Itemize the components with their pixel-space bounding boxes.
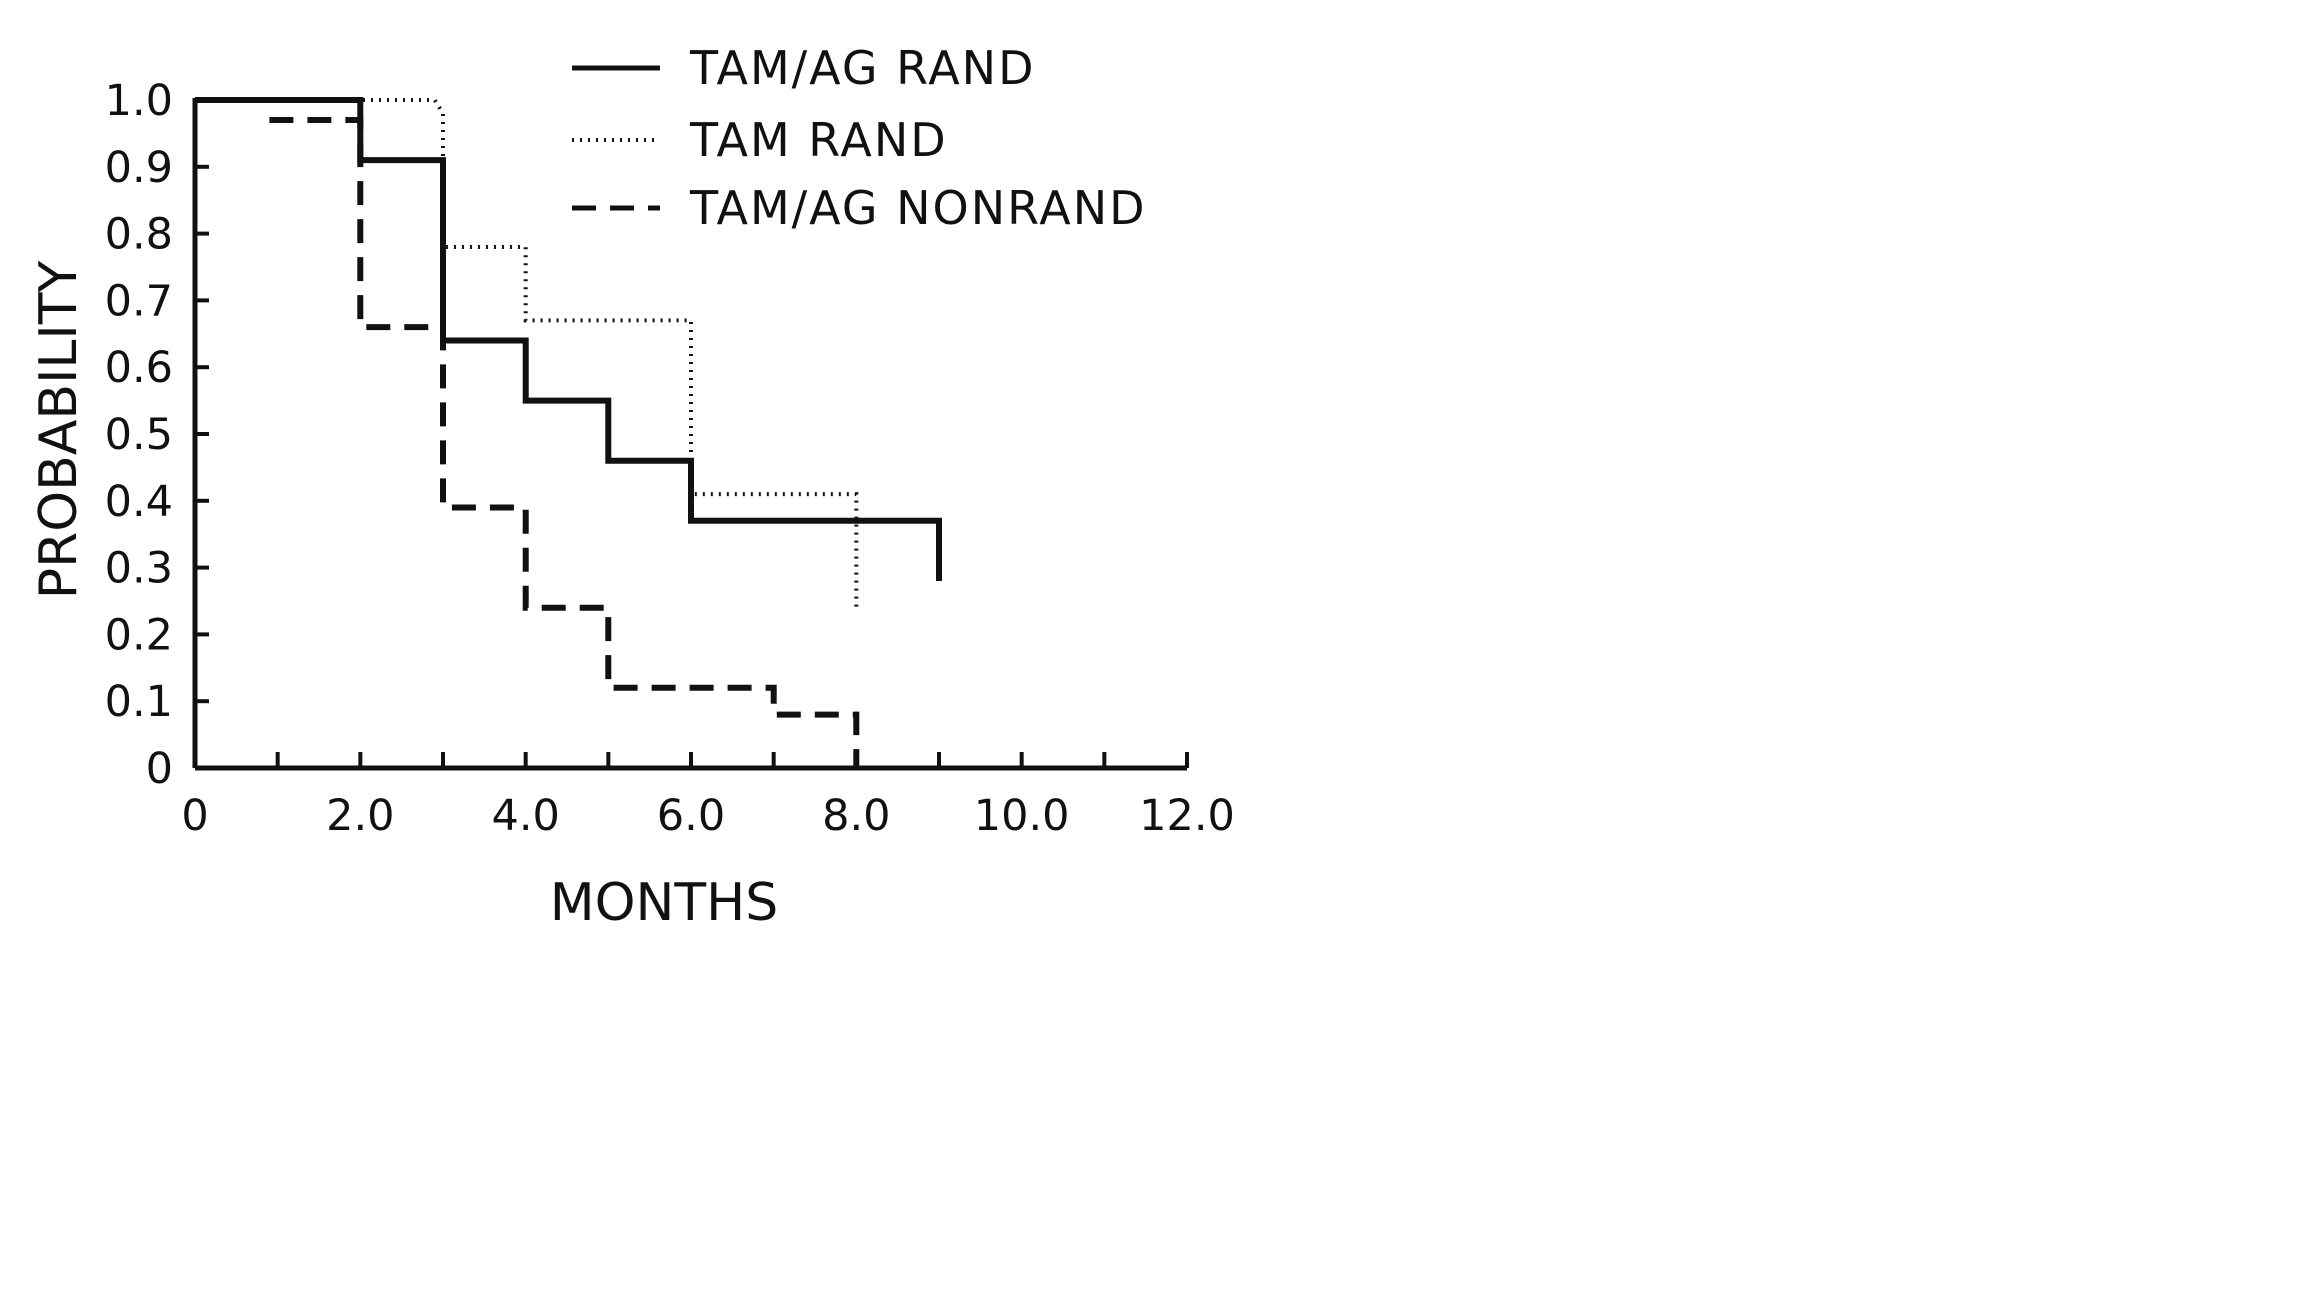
- legend-label-tam-ag-rand: TAM/AG RAND: [689, 41, 1036, 95]
- x-tick-label-5: 10.0: [974, 791, 1070, 841]
- series-line-tam-ag-rand: [195, 97, 942, 581]
- y-tick-label-6: 0.6: [105, 343, 173, 393]
- series-line-tam-ag-nonrand: [269, 117, 860, 768]
- y-tick-label-8: 0.8: [105, 210, 173, 260]
- x-tick-label-1: 2.0: [326, 791, 394, 841]
- x-tick-label-4: 8.0: [822, 791, 890, 841]
- series-lines: [195, 97, 942, 768]
- y-tick-label-2: 0.2: [105, 610, 173, 660]
- x-tick-label-3: 6.0: [657, 791, 725, 841]
- y-tick-label-4: 0.4: [105, 477, 173, 527]
- x-axis-title: MONTHS: [550, 873, 779, 933]
- y-axis-title: PROBABILITY: [29, 261, 89, 600]
- y-tick-label-9: 0.9: [105, 143, 173, 193]
- legend-label-tam-rand: TAM RAND: [689, 113, 948, 167]
- legend-label-tam-ag-nonrand: TAM/AG NONRAND: [689, 181, 1147, 235]
- y-tick-label-10: 1.0: [105, 76, 173, 126]
- x-tick-label-6: 12.0: [1139, 791, 1235, 841]
- x-tick-label-2: 4.0: [491, 791, 559, 841]
- y-tick-label-5: 0.5: [105, 410, 173, 460]
- y-tick-label-3: 0.3: [105, 544, 173, 594]
- y-tick-label-1: 0.1: [105, 677, 173, 727]
- x-tick-label-0: 0: [181, 791, 208, 841]
- axes: 0 2.0 4.0 6.0 8.0 10.0 12.0 0 0.1 0.2 0.3 0.4 0.5 0.6…: [105, 76, 1235, 841]
- legend: TAM/AG RAND TAM RAND TAM/AG NONRAND: [572, 41, 1147, 235]
- y-tick-label-7: 0.7: [105, 276, 173, 326]
- y-tick-label-0: 0: [146, 744, 173, 794]
